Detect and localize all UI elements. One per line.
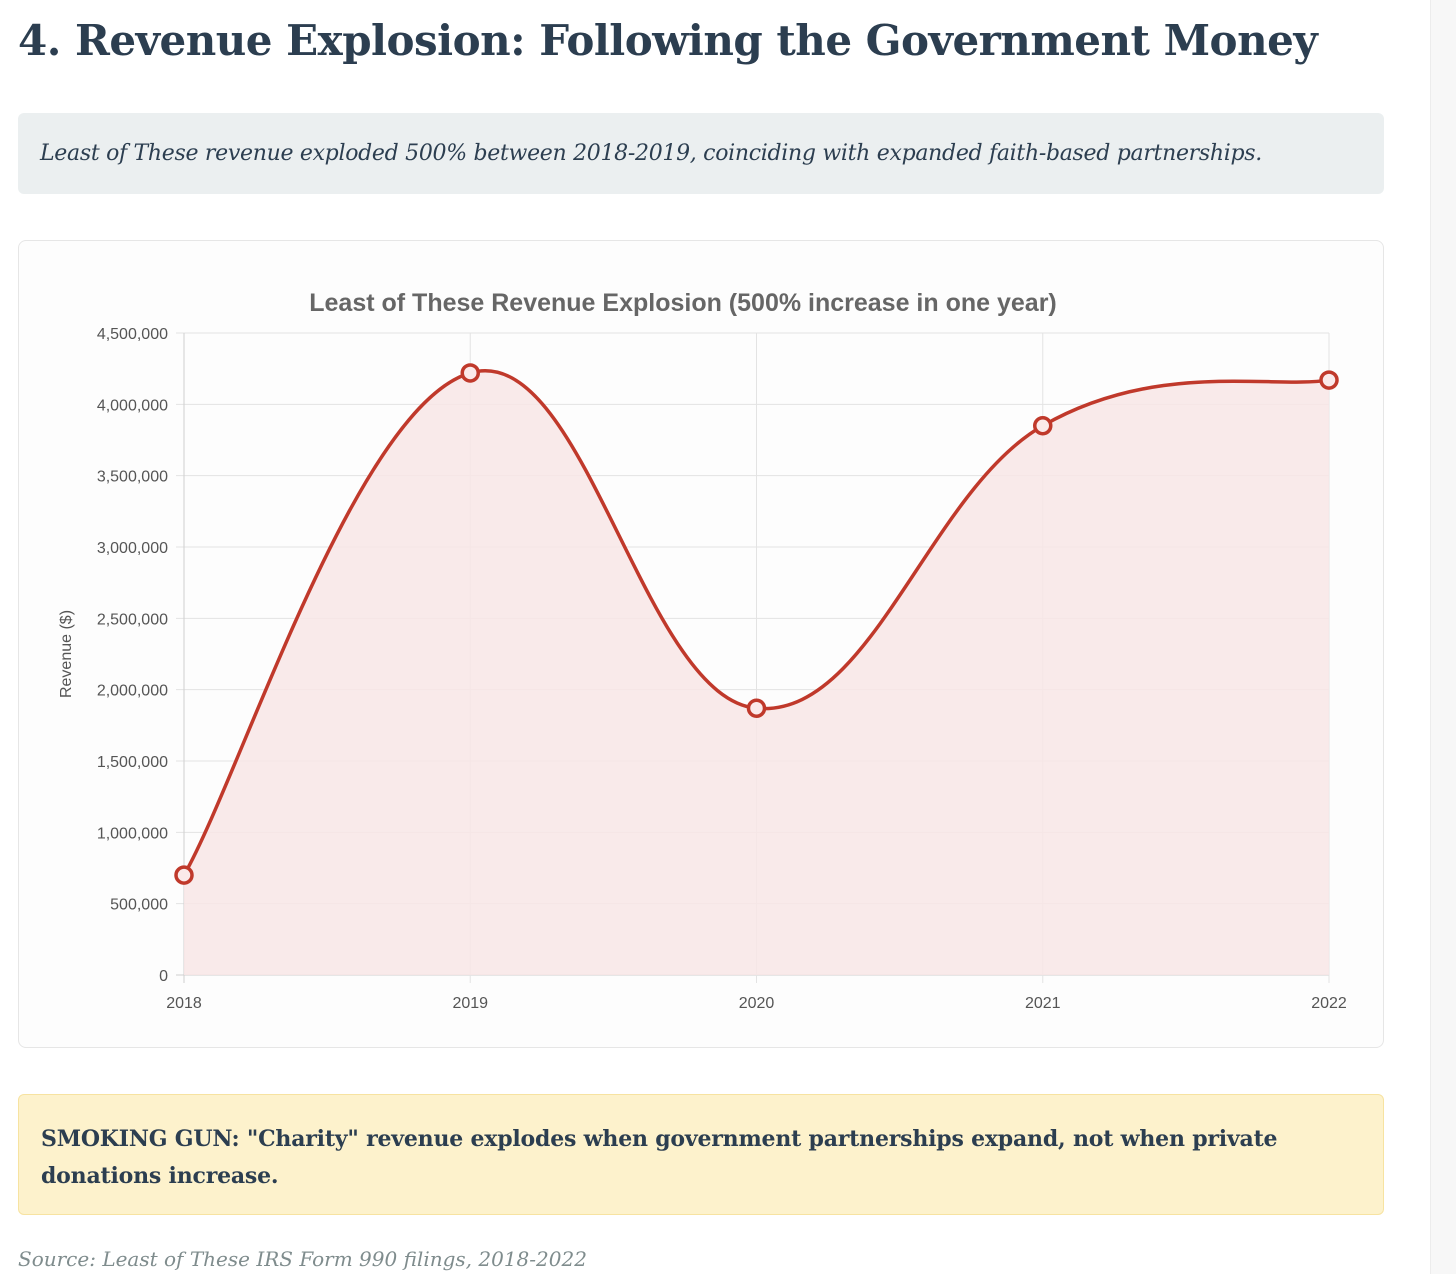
data-point	[1033, 415, 1053, 436]
x-tick-label: 2021	[1025, 995, 1061, 1012]
series-line	[182, 369, 1330, 876]
smoking-gun-callout: SMOKING GUN: "Charity" revenue explodes …	[18, 1094, 1384, 1215]
x-tick-label: 2019	[452, 995, 488, 1012]
callout-text: SMOKING GUN: "Charity" revenue explodes …	[41, 1126, 1278, 1189]
y-tick-label: 4,500,000	[97, 326, 168, 343]
summary-text: Least of These revenue exploded 500% bet…	[40, 141, 1262, 166]
x-tick-label: 2020	[739, 995, 775, 1012]
y-tick-label: 3,500,000	[97, 469, 168, 486]
area-layer	[182, 369, 1330, 975]
x-tick-label: 2018	[166, 995, 202, 1012]
y-tick-label: 3,000,000	[97, 540, 168, 557]
data-points	[174, 363, 1339, 885]
y-tick-label: 1,500,000	[97, 754, 168, 771]
data-point	[746, 698, 767, 718]
series-area-fill	[184, 370, 1329, 975]
x-tick-label: 2022	[1311, 995, 1347, 1012]
data-point	[460, 363, 480, 383]
y-tick-label: 1,000,000	[97, 825, 168, 842]
y-tick-label: 500,000	[110, 897, 168, 914]
y-tick-label: 4,000,000	[97, 397, 168, 414]
y-axis-label: Revenue ($)	[58, 610, 75, 698]
y-axis-ticks: 0 500,000 1,000,000 1,500,000 2,000,000 2,500…	[97, 326, 168, 985]
source-note: Source: Least of These IRS Form 990 fili…	[18, 1247, 587, 1271]
summary-box: Least of These revenue exploded 500% bet…	[18, 113, 1384, 194]
scrollbar-track[interactable]	[1430, 0, 1456, 1274]
data-point	[174, 865, 194, 885]
section-title: 4. Revenue Explosion: Following the Gove…	[18, 16, 1318, 65]
x-axis-ticks: 2018 2019 2020 2021 2022	[166, 995, 1347, 1012]
data-point	[1319, 370, 1339, 390]
y-tick-label: 2,000,000	[97, 683, 168, 700]
y-tick-label: 2,500,000	[97, 611, 168, 628]
chart-title: Least of These Revenue Explosion (500% i…	[309, 289, 1057, 317]
y-tick-label: 0	[159, 968, 168, 985]
chart-card: Least of These Revenue Explosion (500% i…	[18, 240, 1384, 1048]
revenue-chart: Least of These Revenue Explosion (500% i…	[58, 289, 1347, 1012]
